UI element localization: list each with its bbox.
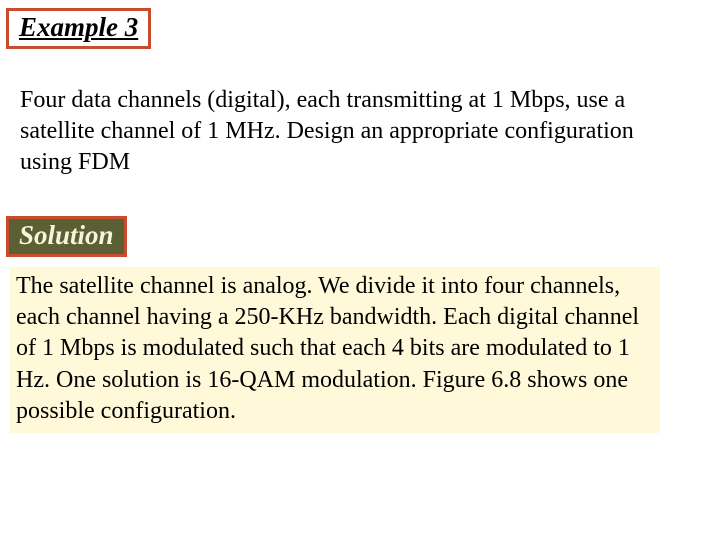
solution-text: The satellite channel is analog. We divi…	[16, 271, 654, 427]
problem-text: Four data channels (digital), each trans…	[20, 85, 670, 179]
solution-heading-box: Solution	[6, 216, 127, 257]
example-heading-box: Example 3	[6, 8, 151, 49]
solution-text-box: The satellite channel is analog. We divi…	[10, 267, 660, 433]
solution-heading: Solution	[19, 222, 114, 249]
example-heading: Example 3	[19, 14, 138, 41]
